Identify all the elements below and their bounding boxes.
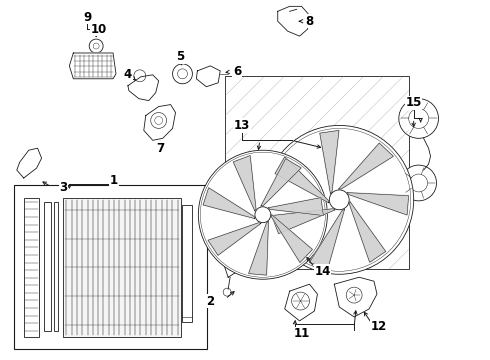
Text: 2: 2: [206, 294, 214, 307]
Circle shape: [255, 207, 271, 223]
Bar: [54, 202, 58, 331]
Bar: [225, 76, 409, 269]
Circle shape: [89, 39, 103, 53]
Polygon shape: [271, 215, 313, 262]
Polygon shape: [271, 209, 335, 234]
Polygon shape: [128, 75, 159, 100]
Text: 5: 5: [176, 50, 185, 63]
Text: 12: 12: [371, 320, 387, 333]
Text: 10: 10: [91, 23, 107, 36]
Text: 15: 15: [406, 96, 422, 109]
Circle shape: [265, 125, 414, 274]
Circle shape: [198, 150, 327, 279]
Polygon shape: [275, 157, 329, 203]
Polygon shape: [347, 193, 409, 215]
Polygon shape: [248, 222, 269, 275]
Circle shape: [401, 165, 437, 201]
Bar: [24, 198, 39, 337]
Polygon shape: [17, 148, 42, 178]
Circle shape: [329, 190, 349, 210]
Polygon shape: [349, 202, 386, 262]
Polygon shape: [285, 284, 318, 321]
Text: 9: 9: [83, 11, 91, 24]
Text: 8: 8: [305, 15, 314, 28]
Polygon shape: [196, 66, 220, 87]
Text: 4: 4: [124, 68, 132, 81]
Polygon shape: [269, 198, 323, 216]
Text: 7: 7: [157, 142, 165, 155]
Polygon shape: [222, 242, 252, 277]
Polygon shape: [309, 210, 344, 268]
Polygon shape: [233, 156, 256, 211]
Polygon shape: [261, 159, 301, 206]
Polygon shape: [208, 223, 261, 255]
Polygon shape: [70, 53, 116, 79]
Text: 11: 11: [294, 327, 310, 340]
Bar: [182, 205, 193, 322]
Polygon shape: [334, 277, 377, 317]
Bar: [44, 202, 50, 331]
Polygon shape: [278, 6, 310, 36]
Text: 13: 13: [234, 119, 250, 132]
Polygon shape: [339, 143, 393, 189]
Text: 1: 1: [110, 174, 118, 186]
Text: 6: 6: [233, 66, 241, 78]
Bar: [14, 185, 207, 349]
Circle shape: [172, 64, 193, 84]
Bar: [63, 198, 180, 337]
Text: 14: 14: [314, 265, 331, 278]
Circle shape: [399, 99, 439, 138]
Polygon shape: [144, 105, 175, 140]
Polygon shape: [320, 130, 339, 193]
Polygon shape: [203, 188, 255, 219]
Text: 3: 3: [59, 181, 68, 194]
